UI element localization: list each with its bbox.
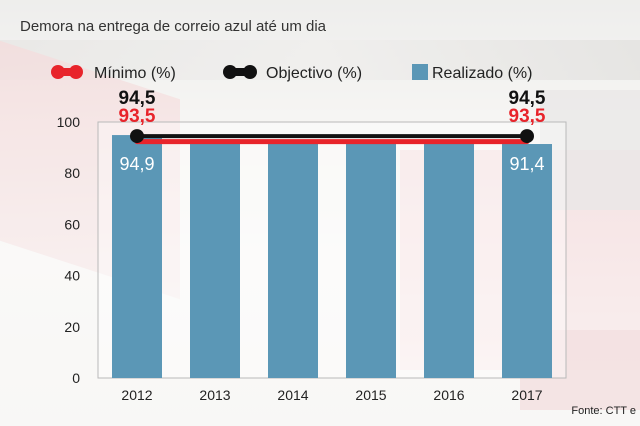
x-tick-label: 2013 xyxy=(199,387,230,403)
legend-swatch-minimum-dot-a xyxy=(51,65,65,79)
legend-swatch-objective-dot-b xyxy=(243,65,257,79)
x-tick-label: 2017 xyxy=(511,387,542,403)
bar-2016 xyxy=(424,139,474,378)
y-tick-label: 20 xyxy=(64,319,80,335)
x-tick-label: 2012 xyxy=(121,387,152,403)
data-label-2017: 91,4 xyxy=(509,154,544,174)
bar-2013 xyxy=(190,139,240,378)
x-tick-label: 2014 xyxy=(277,387,308,403)
legend-label-minimum: Mínimo (%) xyxy=(94,65,176,82)
bar-2014 xyxy=(268,139,318,378)
source-note: Fonte: CTT e xyxy=(571,405,636,417)
legend-label-objective: Objectivo (%) xyxy=(266,65,362,82)
objective-point-start xyxy=(130,129,144,144)
data-label-2012: 94,9 xyxy=(119,154,154,174)
x-tick-label: 2016 xyxy=(433,387,464,403)
x-tick-label: 2015 xyxy=(355,387,386,403)
minimum-label-end: 93,5 xyxy=(509,106,546,127)
legend-swatch-objective-dot-a xyxy=(223,65,237,79)
objective-label-start: 94,5 xyxy=(119,88,156,109)
legend-swatch-realizado xyxy=(412,64,428,80)
chart-title: Demora na entrega de correio azul até um… xyxy=(20,18,327,35)
legend-swatch-minimum-dot-b xyxy=(69,65,83,79)
bar-2017 xyxy=(502,144,552,378)
bar-2012 xyxy=(112,135,162,378)
y-tick-label: 60 xyxy=(64,216,80,232)
y-tick-label: 80 xyxy=(64,165,80,181)
objective-point-end xyxy=(520,129,534,144)
objective-label-end: 94,5 xyxy=(509,88,546,109)
y-tick-label: 0 xyxy=(72,370,80,386)
bar-2015 xyxy=(346,139,396,378)
minimum-label-start: 93,5 xyxy=(119,106,156,127)
y-tick-label: 100 xyxy=(57,114,81,130)
plot-area xyxy=(97,121,567,379)
legend-label-realizado: Realizado (%) xyxy=(432,65,532,82)
y-tick-label: 40 xyxy=(64,268,80,284)
